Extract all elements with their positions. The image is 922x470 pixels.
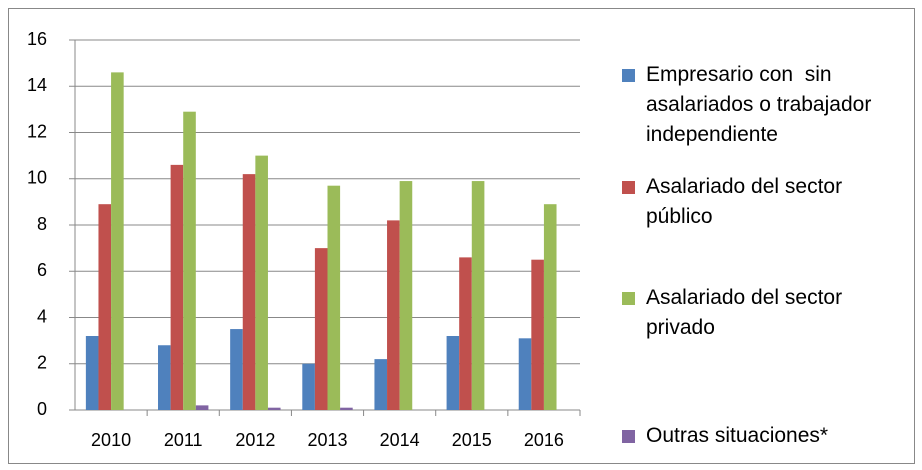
legend-label: Asalariado del sector privado <box>646 286 848 339</box>
y-tick-label: 4 <box>37 306 47 326</box>
x-tick-label: 2016 <box>524 430 564 450</box>
y-tick-label: 14 <box>27 75 47 95</box>
bar <box>158 345 171 410</box>
bar <box>471 181 485 410</box>
y-tick-label: 2 <box>37 353 47 373</box>
legend-item: Asalariado del sector privado <box>622 283 912 343</box>
bar <box>459 257 472 410</box>
x-tick-label: 2012 <box>235 430 275 450</box>
legend-label: Empresario con sin asalariados o trabaja… <box>646 63 878 146</box>
bar <box>531 259 544 410</box>
bar <box>170 164 184 410</box>
y-tick-label: 10 <box>27 168 47 188</box>
bar <box>302 363 315 410</box>
x-tick-label: 2013 <box>307 430 347 450</box>
bar <box>387 220 400 410</box>
bar <box>267 407 281 410</box>
y-tick-label: 0 <box>37 399 47 419</box>
legend-item: Outras situaciones* <box>622 421 912 451</box>
bar <box>314 248 328 410</box>
bar <box>374 359 388 410</box>
legend-item: Asalariado del sector público <box>622 172 912 232</box>
x-tick-label: 2010 <box>91 430 131 450</box>
x-tick-label: 2014 <box>380 430 420 450</box>
y-tick-label: 8 <box>37 214 47 234</box>
y-tick-label: 16 <box>27 29 47 49</box>
y-tick-label: 6 <box>37 260 47 280</box>
bar <box>340 407 353 410</box>
x-tick-label: 2011 <box>164 430 203 450</box>
legend-item: Empresario con sin asalariados o trabaja… <box>622 60 912 150</box>
legend-swatch <box>622 430 635 443</box>
legend-label: Outras situaciones* <box>646 424 829 447</box>
bar <box>327 185 341 410</box>
bar <box>446 336 460 410</box>
x-tick-label: 2015 <box>452 430 492 450</box>
legend-label: Asalariado del sector público <box>646 175 848 228</box>
bar <box>195 405 209 410</box>
legend-swatch <box>622 181 635 194</box>
bar <box>242 174 256 410</box>
y-tick-label: 12 <box>27 121 47 141</box>
bar <box>399 181 413 410</box>
bar <box>518 338 532 410</box>
legend-swatch <box>622 69 635 82</box>
bar <box>255 155 268 410</box>
bar <box>85 336 99 410</box>
bar <box>230 329 243 410</box>
bar <box>543 204 557 410</box>
bar <box>111 72 124 410</box>
bar <box>98 204 112 410</box>
chart-border <box>8 8 915 464</box>
bar <box>183 111 196 410</box>
legend-swatch <box>622 292 635 305</box>
